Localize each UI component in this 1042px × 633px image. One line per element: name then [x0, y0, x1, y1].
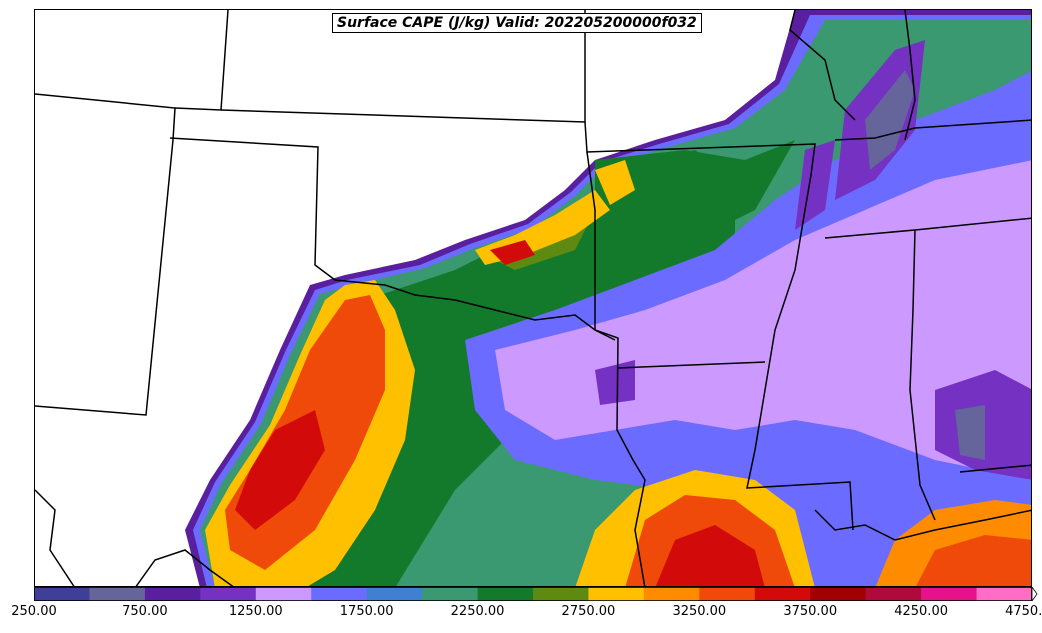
colorbar-tick-label: 2250.00: [450, 604, 505, 619]
colorbar-segment: [89, 587, 146, 601]
colorbar-segment: [699, 587, 756, 601]
colorbar-segment: [533, 587, 589, 601]
colorbar-segment: [34, 587, 90, 601]
colorbar-tick-label: 750.00: [122, 604, 168, 619]
colorbar-ticks: 250.00 750.00 1250.00 1750.00 2250.00 2750.00…: [0, 604, 1042, 628]
colorbar-tick-label: 250.00: [11, 604, 57, 619]
colorbar-tick-label: 1250.00: [228, 604, 283, 619]
colorbar-segment: [311, 587, 368, 601]
colorbar-segment: [422, 587, 479, 601]
colorbar-segment: [921, 587, 978, 601]
colorbar-extend-arrow: [1031, 587, 1038, 601]
state-borders: [35, 10, 1031, 586]
colorbar-outline: [34, 587, 1032, 601]
colorbar-segment: [477, 587, 534, 601]
colorbar-tick-label: 1750.00: [339, 604, 394, 619]
colorbar-segment: [810, 587, 867, 601]
colorbar-segment: [643, 587, 700, 601]
colorbar-tick-label: 4250.00: [894, 604, 948, 619]
colorbar: [34, 587, 1038, 601]
cape-contours: [185, 10, 1031, 586]
colorbar-segment: [588, 587, 645, 601]
colorbar-tick-label: 3250.00: [672, 604, 727, 619]
colorbar-segment: [976, 587, 1033, 601]
colorbar-tick-label: 4750.00: [1005, 604, 1042, 619]
colorbar-segment: [200, 587, 257, 601]
colorbar-tick-label: 3750.00: [783, 604, 838, 619]
cape-field-and-borders: [35, 10, 1031, 586]
colorbar-segment: [144, 587, 201, 601]
colorbar-segment: [255, 587, 312, 601]
map-title: Surface CAPE (J/kg) Valid: 202205200000f…: [332, 13, 702, 33]
colorbar-segment: [366, 587, 423, 601]
cape-map: [34, 9, 1032, 587]
colorbar-tick-label: 2750.00: [561, 604, 616, 619]
colorbar-segment: [865, 587, 922, 601]
colorbar-segment: [754, 587, 811, 601]
